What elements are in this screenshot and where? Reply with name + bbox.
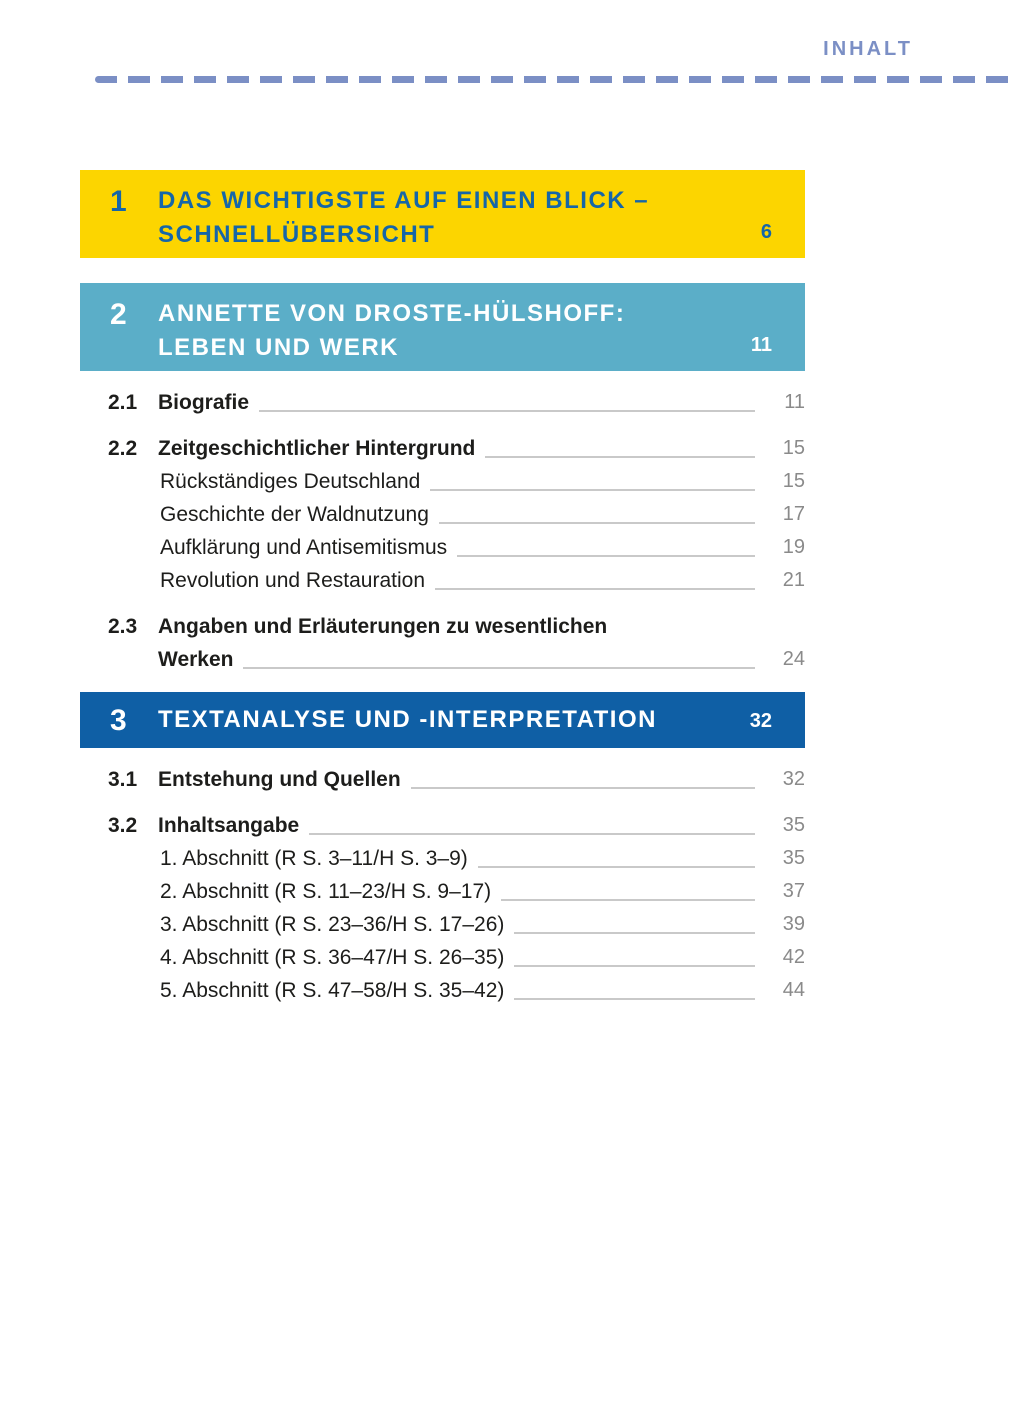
chapter-title: TEXTANALYSE UND -INTERPRETATION bbox=[158, 703, 772, 748]
leader-line bbox=[435, 588, 755, 590]
entry-number: 2.3 bbox=[108, 615, 138, 638]
leader-line bbox=[514, 998, 755, 1000]
leader-line bbox=[457, 555, 755, 557]
toc-subrow: Revolution und Restauration 21 bbox=[80, 564, 805, 597]
toc-subrow: 3. Abschnitt (R S. 23–36/H S. 17–26) 39 bbox=[80, 908, 805, 941]
entry-page-number: 15 bbox=[782, 437, 805, 459]
entry-page-number: 39 bbox=[782, 913, 805, 935]
toc-subrow: Rückständiges Deutschland 15 bbox=[80, 465, 805, 498]
chapter-box-3: 3 TEXTANALYSE UND -INTERPRETATION 32 bbox=[80, 692, 805, 748]
entry-page-number: 32 bbox=[782, 768, 805, 790]
chapter-page-number: 11 bbox=[750, 334, 772, 356]
entry-number: 2.1 bbox=[108, 391, 138, 414]
toc-row-2-2: 2.2 Zeitgeschichtlicher Hintergrund 15 bbox=[80, 432, 805, 465]
entry-title: 4. Abschnitt (R S. 36–47/H S. 26–35) bbox=[160, 946, 505, 969]
entry-page-number: 44 bbox=[782, 979, 805, 1001]
entry-title: Geschichte der Waldnutzung bbox=[160, 503, 429, 526]
entry-page-number: 35 bbox=[782, 814, 805, 836]
entry-title: 2. Abschnitt (R S. 11–23/H S. 9–17) bbox=[160, 880, 492, 903]
entry-title: Inhaltsangabe bbox=[158, 814, 300, 837]
entry-title: Zeitgeschichtlicher Hintergrund bbox=[158, 437, 476, 460]
leader-line bbox=[309, 833, 755, 835]
toc-row-2-3-continued: Werken 24 bbox=[80, 643, 805, 676]
entry-title: Aufklärung und Antisemitismus bbox=[160, 536, 448, 559]
toc-row-2-3: 2.3 Angaben und Erläuterungen zu wesentl… bbox=[80, 610, 805, 643]
entry-title: Entstehung und Quellen bbox=[158, 768, 401, 791]
entry-title: Biografie bbox=[158, 391, 250, 414]
entry-title: 3. Abschnitt (R S. 23–36/H S. 17–26) bbox=[160, 913, 505, 936]
leader-line bbox=[430, 489, 755, 491]
leader-line bbox=[485, 456, 755, 458]
chapter-title-line1: TEXTANALYSE UND -INTERPRETATION bbox=[158, 706, 657, 733]
entry-title-line2: Werken bbox=[158, 648, 234, 671]
chapter-title-line1: DAS WICHTIGSTE AUF EINEN BLICK – bbox=[158, 187, 650, 214]
entry-page-number: 15 bbox=[782, 470, 805, 492]
leader-line bbox=[259, 410, 755, 412]
entry-page-number: 37 bbox=[782, 880, 805, 902]
leader-line bbox=[514, 965, 755, 967]
toc-subrow: 2. Abschnitt (R S. 11–23/H S. 9–17) 37 bbox=[80, 875, 805, 908]
entry-page-number: 24 bbox=[782, 648, 805, 670]
table-of-contents: 1 DAS WICHTIGSTE AUF EINEN BLICK – SCHNE… bbox=[80, 170, 805, 1007]
dashed-divider-line bbox=[95, 76, 1013, 83]
chapter-box-1: 1 DAS WICHTIGSTE AUF EINEN BLICK – SCHNE… bbox=[80, 170, 805, 258]
chapter-page-number: 6 bbox=[760, 221, 772, 243]
toc-subrow: 5. Abschnitt (R S. 47–58/H S. 35–42) 44 bbox=[80, 974, 805, 1007]
chapter-box-2: 2 ANNETTE VON DROSTE-HÜLSHOFF: LEBEN UND… bbox=[80, 283, 805, 371]
entry-number: 3.1 bbox=[108, 768, 138, 791]
entry-page-number: 11 bbox=[784, 391, 805, 413]
entry-number: 3.2 bbox=[108, 814, 138, 837]
entry-page-number: 35 bbox=[782, 847, 805, 869]
leader-line bbox=[410, 787, 755, 789]
entry-title: Revolution und Restauration bbox=[160, 569, 426, 592]
chapter-title-line2: SCHNELLÜBERSICHT bbox=[158, 221, 436, 248]
chapter-number: 3 bbox=[110, 704, 127, 737]
toc-subrow: 4. Abschnitt (R S. 36–47/H S. 26–35) 42 bbox=[80, 941, 805, 974]
toc-row-3-2: 3.2 Inhaltsangabe 35 bbox=[80, 809, 805, 842]
leader-line bbox=[477, 866, 755, 868]
page-header-label: INHALT bbox=[823, 38, 913, 60]
leader-line bbox=[501, 899, 755, 901]
chapter-title: DAS WICHTIGSTE AUF EINEN BLICK – SCHNELL… bbox=[158, 184, 772, 258]
toc-row-2-1: 2.1 Biografie 11 bbox=[80, 386, 805, 419]
entry-title-line1: Angaben und Erläuterungen zu wesentliche… bbox=[158, 615, 608, 638]
toc-subrow: Aufklärung und Antisemitismus 19 bbox=[80, 531, 805, 564]
chapter-title: ANNETTE VON DROSTE-HÜLSHOFF: LEBEN UND W… bbox=[158, 297, 772, 371]
chapter-number: 1 bbox=[110, 185, 127, 218]
entry-title: 1. Abschnitt (R S. 3–11/H S. 3–9) bbox=[160, 847, 468, 870]
entry-page-number: 42 bbox=[782, 946, 805, 968]
leader-line bbox=[514, 932, 755, 934]
chapter-page-number: 32 bbox=[749, 710, 772, 732]
toc-subrow: 1. Abschnitt (R S. 3–11/H S. 3–9) 35 bbox=[80, 842, 805, 875]
chapter-title-line1: ANNETTE VON DROSTE-HÜLSHOFF: bbox=[158, 300, 626, 327]
entry-title: Rückständiges Deutschland bbox=[160, 470, 421, 493]
leader-line bbox=[438, 522, 755, 524]
toc-subrow: Geschichte der Waldnutzung 17 bbox=[80, 498, 805, 531]
entry-page-number: 19 bbox=[782, 536, 805, 558]
entry-title: 5. Abschnitt (R S. 47–58/H S. 35–42) bbox=[160, 979, 505, 1002]
entry-page-number: 17 bbox=[782, 503, 805, 525]
chapter-title-line2: LEBEN UND WERK bbox=[158, 334, 399, 361]
toc-row-3-1: 3.1 Entstehung und Quellen 32 bbox=[80, 763, 805, 796]
entry-page-number: 21 bbox=[782, 569, 805, 591]
entry-number: 2.2 bbox=[108, 437, 138, 460]
leader-line bbox=[243, 667, 755, 669]
chapter-number: 2 bbox=[110, 298, 127, 331]
